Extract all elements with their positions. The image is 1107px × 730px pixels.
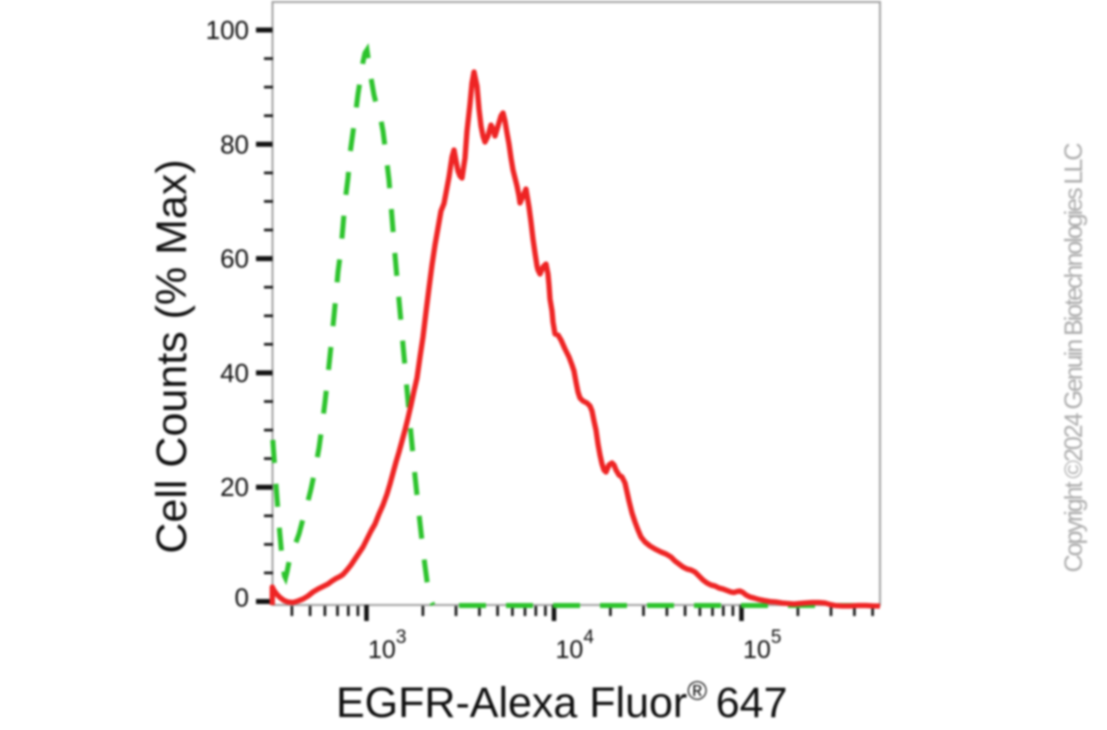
svg-text:100: 100 <box>206 15 249 45</box>
svg-text:80: 80 <box>220 129 249 159</box>
svg-text:EGFR-Alexa Fluor® 647: EGFR-Alexa Fluor® 647 <box>336 676 788 727</box>
svg-text:Cell Counts (% Max): Cell Counts (% Max) <box>148 159 196 553</box>
svg-text:60: 60 <box>220 244 249 274</box>
svg-text:Copyright ©2024 Genuin Biotech: Copyright ©2024 Genuin Biotechnologies L… <box>1060 143 1088 573</box>
svg-text:40: 40 <box>220 358 249 388</box>
svg-text:0: 0 <box>235 583 249 613</box>
svg-text:20: 20 <box>220 472 249 502</box>
